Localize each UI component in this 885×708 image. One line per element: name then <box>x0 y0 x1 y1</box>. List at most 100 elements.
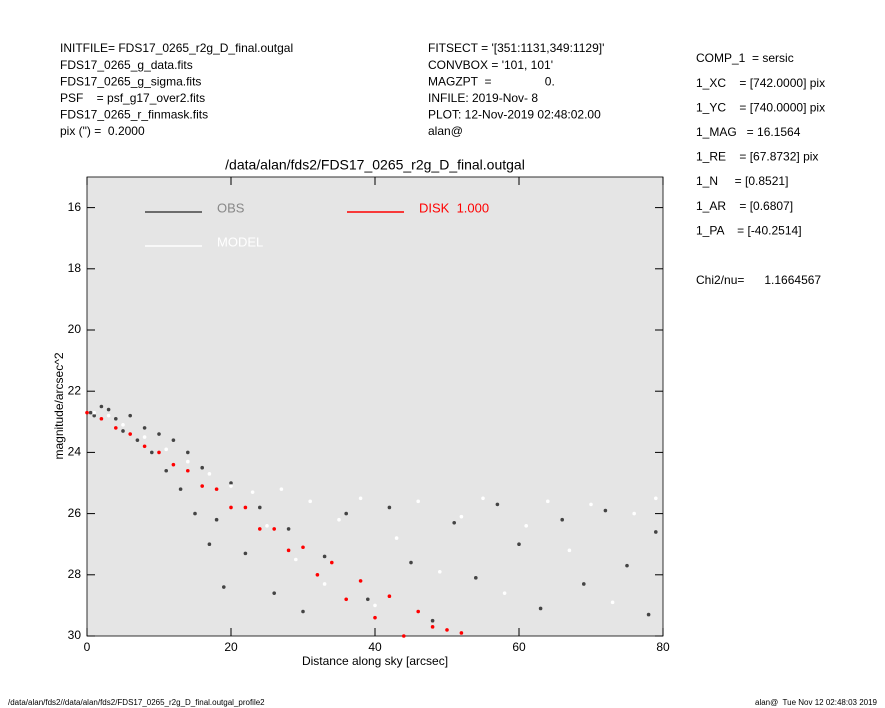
point <box>178 487 183 491</box>
point <box>315 573 320 577</box>
point <box>186 450 190 455</box>
point <box>438 569 442 574</box>
point <box>258 527 262 531</box>
point <box>85 410 89 415</box>
point <box>394 536 399 540</box>
point <box>294 557 298 562</box>
point <box>157 432 161 436</box>
x-tick-label: 0 <box>84 640 91 654</box>
header-line: CONVBOX = '101, 101' <box>428 58 553 72</box>
x-tick-label: 80 <box>656 640 670 654</box>
point <box>272 591 277 595</box>
point <box>416 499 421 504</box>
point <box>654 496 658 501</box>
y-tick-label: 20 <box>68 322 82 336</box>
point <box>344 511 349 516</box>
point <box>265 524 269 528</box>
point <box>301 609 305 614</box>
legend-label: OBS <box>217 200 245 215</box>
y-tick-label: 18 <box>68 261 82 275</box>
point <box>502 591 507 595</box>
point <box>560 517 564 522</box>
x-tick-label: 20 <box>224 640 238 654</box>
point <box>121 423 125 427</box>
fit-parameter: 1_YC = [740.0000] pix <box>696 100 825 114</box>
x-axis-label: Distance along sky [arcsec] <box>302 654 448 668</box>
fit-parameter: 1_RE = [67.8732] pix <box>696 150 818 164</box>
point <box>99 416 104 421</box>
point <box>92 410 96 415</box>
point <box>646 612 651 617</box>
point <box>603 508 608 513</box>
point <box>387 505 392 510</box>
point <box>214 487 219 491</box>
y-tick-label: 28 <box>68 567 82 581</box>
point <box>150 450 154 455</box>
point <box>243 505 248 510</box>
legend-label: DISK 1.000 <box>419 200 489 215</box>
point <box>517 542 521 546</box>
point <box>301 545 305 550</box>
point <box>373 615 377 620</box>
point <box>546 499 550 504</box>
point <box>214 517 219 522</box>
point <box>589 502 593 507</box>
point <box>142 426 147 430</box>
point <box>186 468 190 473</box>
y-tick-label: 24 <box>68 445 82 459</box>
point <box>373 603 377 608</box>
point <box>452 520 457 525</box>
point <box>200 465 204 470</box>
fit-parameter: 1_PA = [-40.2514] <box>696 223 802 237</box>
y-tick-label: 30 <box>68 628 82 642</box>
legend-label: MODEL <box>217 234 263 249</box>
point <box>409 560 413 565</box>
point <box>337 517 341 522</box>
point <box>207 542 212 546</box>
point <box>474 576 478 580</box>
point <box>207 472 212 476</box>
fit-parameter: 1_MAG = 16.1564 <box>696 125 801 139</box>
point <box>538 606 543 611</box>
point <box>279 487 284 491</box>
point <box>654 530 658 534</box>
point <box>106 407 111 412</box>
point <box>128 432 132 436</box>
point <box>286 527 291 531</box>
point <box>366 597 370 602</box>
point <box>582 582 586 586</box>
y-tick-label: 26 <box>68 506 82 520</box>
header-line: FITSECT = '[351:1131,349:1129]' <box>428 41 604 55</box>
point <box>358 579 363 583</box>
point <box>229 484 233 488</box>
point <box>495 502 500 507</box>
point <box>135 438 140 442</box>
point <box>114 426 118 430</box>
point <box>250 490 255 494</box>
point <box>229 481 233 485</box>
point <box>171 438 176 442</box>
y-axis-label: magnitude/arcsec^2 <box>52 352 66 459</box>
point <box>330 560 334 565</box>
header-line: pix (") = 0.2000 <box>60 124 145 138</box>
point <box>567 548 572 553</box>
fit-parameter: 1_AR = [0.6807] <box>696 199 793 213</box>
point <box>322 554 327 559</box>
point <box>157 450 161 455</box>
point <box>322 582 327 586</box>
header-line: INITFILE= FDS17_0265_r2g_D_final.outgal <box>60 41 293 55</box>
header-line: INFILE: 2019-Nov- 8 <box>428 91 538 105</box>
point <box>243 551 248 556</box>
point <box>387 594 392 599</box>
header-line: FDS17_0265_g_sigma.fits <box>60 74 201 88</box>
footer-right: alan@ Tue Nov 12 02:48:03 2019 <box>755 698 878 707</box>
point <box>459 631 464 635</box>
header-line: alan@ <box>428 124 463 138</box>
fit-parameter: COMP_1 = sersic <box>696 51 794 65</box>
point <box>416 609 421 614</box>
point <box>286 548 291 553</box>
point <box>308 499 313 504</box>
point <box>445 628 449 632</box>
header-line: FDS17_0265_r_finmask.fits <box>60 108 208 122</box>
fit-parameter: 1_XC = [742.0000] pix <box>696 76 825 90</box>
